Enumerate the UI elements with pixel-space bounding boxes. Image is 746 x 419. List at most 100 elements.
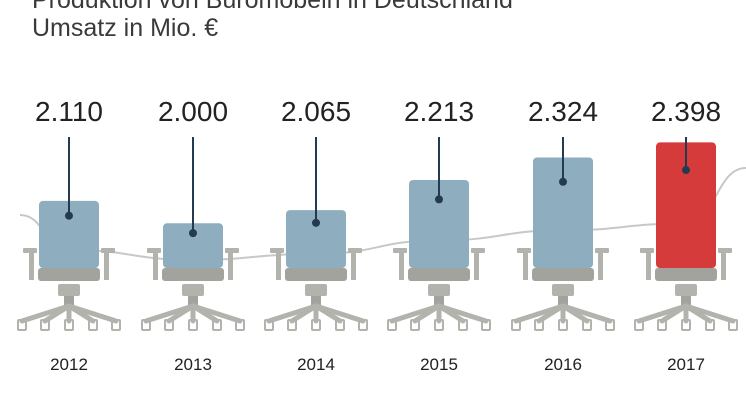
- value-label: 2.065: [281, 96, 351, 127]
- chair-caster: [634, 319, 644, 331]
- value-pin-dot: [682, 166, 690, 175]
- armrest-left: [523, 248, 528, 280]
- chair-seat: [655, 268, 717, 281]
- chart-title: Produktion von Büromöbeln in Deutschland: [32, 0, 513, 14]
- chair-mechanism: [58, 284, 80, 296]
- armrest-right: [104, 248, 109, 280]
- chair-column: [64, 296, 74, 306]
- armrest-right-pad: [718, 248, 732, 253]
- armrest-right-pad: [101, 248, 115, 253]
- chair-caster: [358, 319, 368, 331]
- chair-caster: [657, 319, 667, 331]
- armrest-left-pad: [640, 248, 654, 253]
- chair-caster: [141, 319, 151, 331]
- armrest-left-pad: [23, 248, 37, 253]
- value-label: 2.324: [528, 96, 598, 127]
- chair-leg: [659, 303, 689, 324]
- chair-caster: [335, 319, 345, 331]
- chair-caster: [582, 319, 592, 331]
- chair-leg: [66, 303, 119, 324]
- armrest-right-pad: [348, 248, 362, 253]
- year-label: 2016: [544, 355, 582, 374]
- chair-caster: [705, 319, 715, 331]
- value-label: 2.213: [404, 96, 474, 127]
- value-pin-dot: [65, 211, 73, 220]
- chair-caster: [235, 319, 245, 331]
- chair-seat: [162, 268, 224, 281]
- year-label: 2014: [297, 355, 335, 374]
- bar: [656, 142, 716, 268]
- chair-leg: [313, 303, 366, 324]
- chair-caster: [481, 319, 491, 331]
- chair-caster: [212, 319, 222, 331]
- chair-leg: [289, 303, 319, 324]
- armrest-right: [474, 248, 479, 280]
- chair-leg: [683, 303, 736, 324]
- armrest-left-pad: [147, 248, 161, 253]
- chair-caster: [188, 319, 198, 331]
- armrest-right-pad: [471, 248, 485, 253]
- armrest-left: [399, 248, 404, 280]
- value-label: 2.000: [158, 96, 228, 127]
- chair-mechanism: [182, 284, 204, 296]
- chair-caster: [534, 319, 544, 331]
- chair-caster: [287, 319, 297, 331]
- value-label: 2.398: [651, 96, 721, 127]
- chair-column: [434, 296, 444, 306]
- value-pin-dot: [559, 177, 567, 186]
- bar: [163, 223, 223, 268]
- chair-caster: [40, 319, 50, 331]
- year-label: 2017: [667, 355, 705, 374]
- chair-seat: [38, 268, 100, 281]
- chair-leg: [42, 303, 72, 324]
- chair-leg: [436, 303, 489, 324]
- chair-leg: [166, 303, 196, 324]
- chair-caster: [458, 319, 468, 331]
- chair-caster: [64, 319, 74, 331]
- chair-caster: [311, 319, 321, 331]
- chair-caster: [410, 319, 420, 331]
- chair-caster: [681, 319, 691, 331]
- chair-mechanism: [305, 284, 327, 296]
- armrest-left: [29, 248, 34, 280]
- chart-subtitle: Umsatz in Mio. €: [32, 14, 219, 42]
- armrest-right: [598, 248, 603, 280]
- chair-mechanism: [552, 284, 574, 296]
- chair-seat: [532, 268, 594, 281]
- armrest-right-pad: [225, 248, 239, 253]
- armrest-left: [646, 248, 651, 280]
- armrest-right-pad: [595, 248, 609, 253]
- value-pin-dot: [435, 195, 443, 204]
- chair-caster: [387, 319, 397, 331]
- chair-mechanism: [675, 284, 697, 296]
- armrest-left-pad: [270, 248, 284, 253]
- bar: [286, 210, 346, 268]
- chair-column: [681, 296, 691, 306]
- chair-column: [188, 296, 198, 306]
- chair-caster: [17, 319, 27, 331]
- armrest-left-pad: [393, 248, 407, 253]
- trend-curve: [19, 167, 746, 261]
- year-label: 2013: [174, 355, 212, 374]
- value-pin-dot: [189, 229, 197, 238]
- chair-caster: [164, 319, 174, 331]
- chair-leg: [190, 303, 243, 324]
- armrest-right: [351, 248, 356, 280]
- armrest-right: [228, 248, 233, 280]
- chair-mechanism: [428, 284, 450, 296]
- armrest-left: [153, 248, 158, 280]
- armrest-right: [721, 248, 726, 280]
- chair-caster: [511, 319, 521, 331]
- value-pin-dot: [312, 218, 320, 227]
- chair-seat: [285, 268, 347, 281]
- chair-leg: [560, 303, 613, 324]
- bar: [409, 180, 469, 268]
- chairs-layer: 2.110 2012 2.000 2013 2.065 2014 2.213 2015 2.32…: [17, 96, 738, 374]
- bar: [533, 157, 593, 268]
- chair-column: [558, 296, 568, 306]
- year-label: 2015: [420, 355, 458, 374]
- chair-caster: [88, 319, 98, 331]
- armrest-left: [276, 248, 281, 280]
- chair-caster: [558, 319, 568, 331]
